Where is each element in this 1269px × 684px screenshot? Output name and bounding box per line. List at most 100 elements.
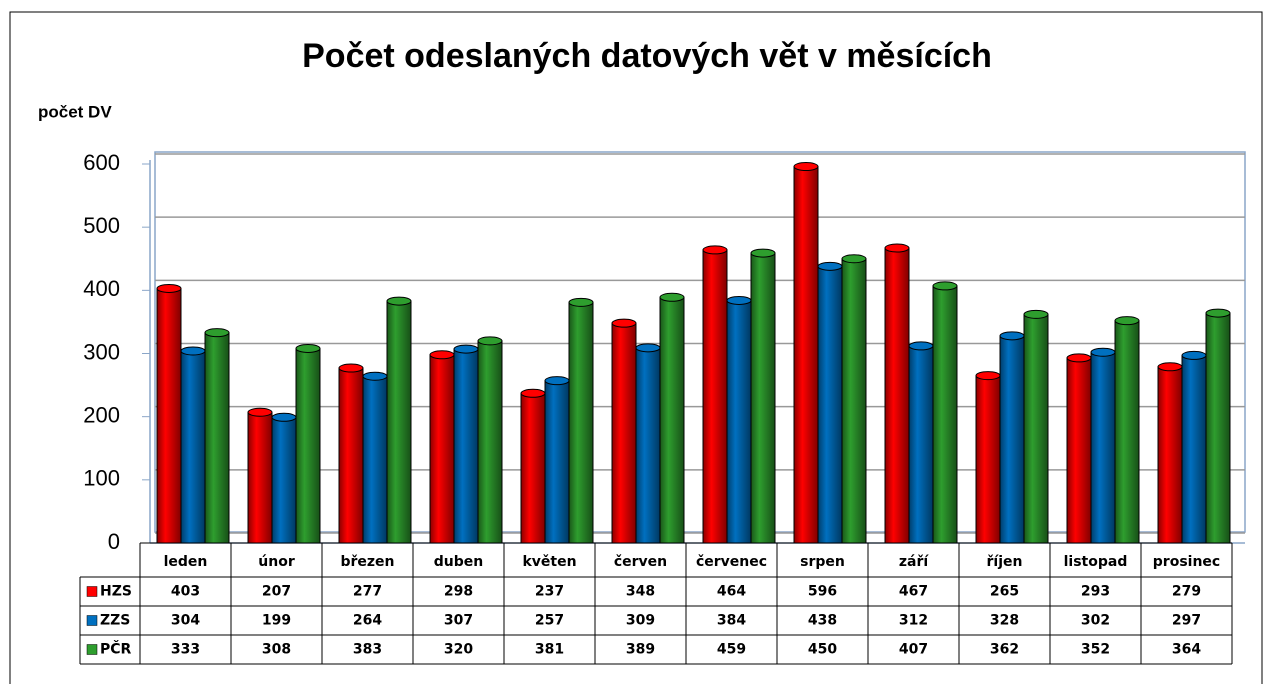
bar-shade (181, 350, 205, 543)
bar-cap (204, 328, 230, 338)
y-tick-label: 400 (83, 276, 120, 301)
legend-label: HZS (100, 584, 132, 600)
bar-cap (702, 245, 728, 255)
bar-shade (1206, 313, 1230, 543)
table-value: 307 (444, 613, 473, 629)
table-value: 297 (1172, 613, 1201, 629)
bar-shade (933, 285, 957, 543)
bar-shade (976, 375, 1000, 543)
x-tick-label: říjen (987, 554, 1023, 570)
bar-cap (750, 248, 776, 258)
table-value: 450 (808, 642, 837, 658)
x-tick-label: prosinec (1153, 554, 1220, 570)
table-value: 438 (808, 613, 837, 629)
table-value: 383 (353, 642, 382, 658)
chart-frame (9, 11, 1263, 684)
bar-shade (157, 288, 181, 543)
bar-cap (338, 363, 364, 373)
x-tick-label: listopad (1064, 554, 1128, 570)
table-value: 293 (1081, 584, 1110, 600)
legend-label: ZZS (100, 613, 130, 629)
bar-cap (568, 297, 594, 307)
x-tick-label: únor (258, 554, 295, 570)
table-value: 257 (535, 613, 564, 629)
bar-shade (727, 300, 751, 543)
bar-cap (429, 350, 455, 360)
table-value: 308 (262, 642, 291, 658)
table-value: 298 (444, 584, 473, 600)
table-value: 304 (171, 613, 200, 629)
table-value: 320 (444, 642, 473, 658)
bar-cap (999, 331, 1025, 341)
table-value: 328 (990, 613, 1019, 629)
bar-cap (1205, 308, 1231, 318)
table-value: 596 (808, 584, 837, 600)
legend-key (86, 644, 98, 655)
bar-shade (272, 417, 296, 543)
table-value: 265 (990, 584, 1019, 600)
bar-cap (1023, 309, 1049, 319)
bar-shade (569, 302, 593, 543)
bar-cap (180, 346, 206, 356)
table-value: 309 (626, 613, 655, 629)
x-tick-label: leden (164, 554, 208, 570)
bar-cap (793, 162, 819, 172)
bar-shade (885, 248, 909, 544)
bar-shade (660, 297, 684, 543)
bar-shade (1115, 320, 1139, 543)
bar-cap (841, 254, 867, 264)
table-value: 459 (717, 642, 746, 658)
y-tick-label: 300 (83, 339, 120, 364)
table-value: 352 (1081, 642, 1110, 658)
y-tick-label: 200 (83, 402, 120, 427)
bar-cap (295, 343, 321, 353)
bar-cap (477, 336, 503, 346)
table-value: 279 (1172, 584, 1201, 600)
bar-shade (1182, 355, 1206, 543)
bar-cap (453, 344, 479, 354)
bar-cap (156, 283, 182, 293)
bar-shade (387, 301, 411, 543)
bar-cap (1181, 350, 1207, 360)
y-tick-label: 0 (108, 529, 120, 554)
bar-cap (659, 292, 685, 302)
y-tick-label: 100 (83, 466, 120, 491)
y-axis-label: počet DV (38, 102, 112, 121)
plot-back-wall (154, 151, 1246, 533)
bar-shade (794, 166, 818, 543)
table-value: 237 (535, 584, 564, 600)
bar-shade (751, 253, 775, 543)
x-tick-label: červenec (696, 554, 767, 570)
bar-cap (520, 388, 546, 398)
bar-shade (205, 332, 229, 543)
bar-shade (818, 266, 842, 543)
x-tick-label: srpen (800, 554, 845, 570)
bar-cap (726, 295, 752, 305)
bar-shade (363, 376, 387, 543)
table-value: 364 (1172, 642, 1201, 658)
bar-cap (247, 407, 273, 417)
bar-shade (248, 412, 272, 543)
bar-cap (1090, 347, 1116, 357)
table-value: 348 (626, 584, 655, 600)
table-value: 407 (899, 642, 928, 658)
table-value: 389 (626, 642, 655, 658)
table-value: 384 (717, 613, 746, 629)
bar-cap (975, 371, 1001, 381)
legend-key (86, 615, 98, 626)
y-tick-label: 600 (83, 150, 120, 175)
table-value: 302 (1081, 613, 1110, 629)
bar-cap (1066, 353, 1092, 363)
bar-shade (909, 345, 933, 543)
table-value: 403 (171, 584, 200, 600)
chart-title: Počet odeslaných datových vět v měsících (302, 37, 992, 75)
x-tick-label: duben (434, 554, 483, 570)
bar-shade (612, 323, 636, 543)
legend-key (86, 586, 98, 597)
x-tick-label: září (899, 554, 930, 570)
table-value: 362 (990, 642, 1019, 658)
table-value: 199 (262, 613, 291, 629)
bar-shade (636, 347, 660, 543)
bar-shade (430, 354, 454, 543)
x-tick-label: březen (340, 554, 394, 570)
